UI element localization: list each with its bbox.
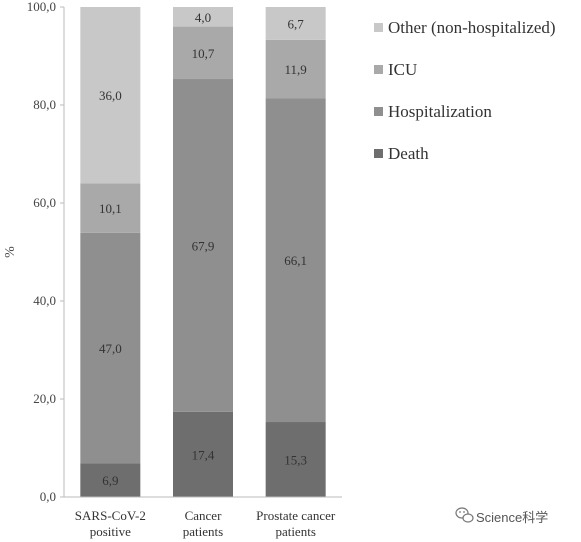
- legend: Other (non-hospitalized) ICU Hospitalizati…: [374, 18, 556, 163]
- y-tick-label: 100,0: [27, 0, 56, 14]
- legend-label: Other (non-hospitalized): [388, 18, 556, 37]
- x-category-label-line: positive: [90, 524, 131, 539]
- bar-segment: [80, 463, 141, 497]
- x-category-label-line: SARS-CoV-2: [75, 508, 146, 523]
- bar-segment: [80, 232, 141, 464]
- legend-label: ICU: [388, 60, 417, 79]
- bar-value-label: 10,1: [99, 201, 122, 216]
- bar-segment: [173, 7, 233, 27]
- bar-value-label: 47,0: [99, 341, 122, 356]
- bar-value-label: 67,9: [192, 238, 215, 253]
- bar-value-label: 17,4: [192, 447, 215, 462]
- y-axis-ticks: 0,0 20,0 40,0 60,0 80,0 100,0: [27, 0, 64, 504]
- bars: 6,9 47,0 10,1 36,0 17,4 67,9 10,7 4,0 15,3 66,1 11…: [80, 7, 326, 497]
- y-tick-label: 80,0: [33, 97, 56, 112]
- watermark-text: Science科学: [476, 510, 548, 525]
- bar-value-label: 36,0: [99, 88, 122, 103]
- bar-value-label: 10,7: [192, 46, 215, 61]
- bar-value-label: 15,3: [284, 453, 307, 468]
- x-category-label: Prostate cancer patients: [256, 508, 336, 539]
- bar-value-label: 6,7: [288, 16, 305, 31]
- bar-segment: [173, 26, 233, 80]
- y-tick-label: 40,0: [33, 293, 56, 308]
- bar-segment: [173, 411, 233, 497]
- bar-segment: [265, 39, 326, 99]
- x-category-label: SARS-CoV-2 positive: [75, 508, 146, 539]
- y-tick-label: 60,0: [33, 195, 56, 210]
- y-tick-label: 0,0: [40, 489, 56, 504]
- bar-segment: [265, 7, 326, 40]
- y-axis-label: %: [3, 246, 18, 258]
- legend-swatch: [374, 149, 383, 158]
- legend-label: Hospitalization: [388, 102, 492, 121]
- x-category-label-line: patients: [275, 524, 315, 539]
- x-category-label-line: Prostate cancer: [256, 508, 336, 523]
- bar-value-label: 11,9: [285, 62, 307, 77]
- watermark: Science科学: [455, 507, 548, 525]
- bar-value-label: 6,9: [102, 473, 118, 488]
- bar-value-label: 4,0: [195, 10, 211, 25]
- bar-value-label: 66,1: [284, 253, 307, 268]
- legend-swatch: [374, 107, 383, 116]
- bar-segment: [265, 422, 326, 497]
- x-category-label-line: patients: [183, 524, 223, 539]
- wechat-icon: [455, 507, 474, 523]
- x-category-label-line: Cancer: [185, 508, 222, 523]
- bar-segment: [265, 98, 326, 423]
- legend-swatch: [374, 23, 383, 32]
- x-category-label: Cancer patients: [183, 508, 223, 539]
- y-tick-label: 20,0: [33, 391, 56, 406]
- bar-segment: [173, 79, 233, 412]
- bar-segment: [80, 183, 141, 233]
- bar-segment: [80, 7, 141, 184]
- legend-swatch: [374, 65, 383, 74]
- legend-label: Death: [388, 144, 429, 163]
